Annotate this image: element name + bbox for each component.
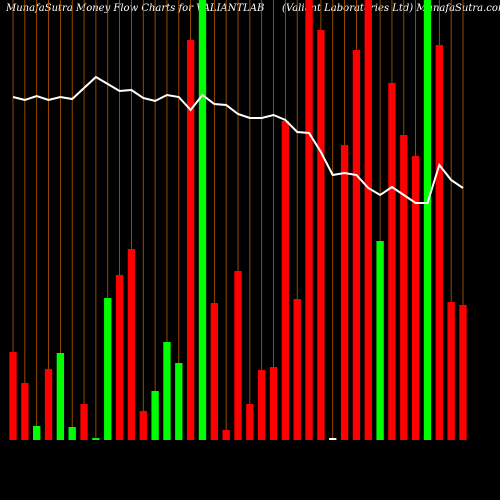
bar <box>115 275 124 440</box>
bar <box>423 0 432 440</box>
bar <box>435 45 443 440</box>
bar <box>151 391 159 440</box>
bar <box>9 352 17 440</box>
bar <box>269 367 278 440</box>
money-flow-line <box>12 75 464 204</box>
chart-subtitle: (Valiant Laboratories Ltd) MunafaSutra.c… <box>282 3 500 14</box>
bar <box>234 271 242 440</box>
bar <box>222 430 230 440</box>
bar <box>388 83 396 440</box>
bar <box>246 404 254 440</box>
bar <box>352 50 361 440</box>
bar <box>92 438 100 440</box>
bar <box>293 299 301 440</box>
bar <box>305 0 313 440</box>
bar <box>186 40 195 440</box>
bar <box>139 411 147 440</box>
chart-title: MunafaSutra Money Flow Charts for VALIAN… <box>5 3 264 14</box>
bar <box>411 156 420 440</box>
bar <box>104 298 112 440</box>
bar <box>56 353 65 440</box>
bar <box>44 369 53 440</box>
bar <box>127 249 136 440</box>
bar <box>400 135 408 440</box>
bar <box>68 427 76 440</box>
bar <box>21 383 29 440</box>
bar <box>258 370 266 440</box>
bar <box>163 342 171 440</box>
bar <box>317 30 325 440</box>
bar <box>210 303 218 440</box>
bar <box>459 305 467 440</box>
bar <box>376 241 384 440</box>
bar <box>340 145 349 440</box>
bar <box>33 426 41 440</box>
bar <box>364 0 372 440</box>
bar <box>175 363 183 440</box>
bar <box>281 121 290 440</box>
bar <box>80 404 88 440</box>
bar <box>447 302 455 440</box>
bar <box>329 438 337 440</box>
bar <box>198 0 207 440</box>
